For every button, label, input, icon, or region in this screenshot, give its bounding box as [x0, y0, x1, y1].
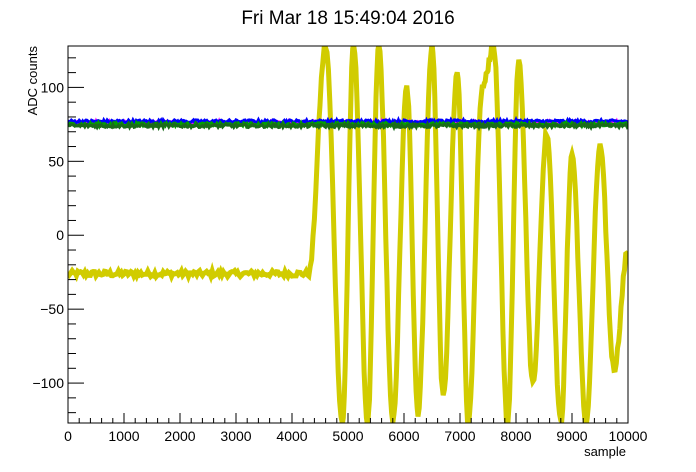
x-axis: 0 1000 2000 3000 4000 5000 6000 7000 8000 9000 100… — [64, 413, 648, 444]
y-tick-label: 50 — [48, 153, 64, 169]
x-tick-label: 8000 — [500, 428, 531, 444]
x-tick-label: 7000 — [444, 428, 475, 444]
x-tick-label: 1000 — [108, 428, 139, 444]
x-tick-label: 2000 — [164, 428, 195, 444]
x-tick-label: 5000 — [332, 428, 363, 444]
x-tick-label: 3000 — [220, 428, 251, 444]
x-tick-label: 4000 — [276, 428, 307, 444]
x-tick-label: 9000 — [556, 428, 587, 444]
x-tick-label: 6000 — [388, 428, 419, 444]
y-tick-label: −50 — [40, 301, 64, 317]
series-yellow-line — [68, 46, 628, 423]
y-tick-label: 100 — [41, 79, 65, 95]
y-tick-label: −100 — [32, 375, 64, 391]
x-axis-label: sample — [584, 444, 626, 459]
series-layer — [68, 46, 628, 423]
y-axis-label: ADC counts — [25, 46, 40, 116]
y-tick-label: 0 — [56, 227, 64, 243]
chart-title: Fri Mar 18 15:49:04 2016 — [241, 8, 454, 29]
series-darkgreen-line — [68, 120, 628, 132]
x-tick-label: 10000 — [609, 428, 648, 444]
x-tick-label: 0 — [64, 428, 72, 444]
y-axis: −100 −50 0 50 100 — [32, 57, 84, 414]
